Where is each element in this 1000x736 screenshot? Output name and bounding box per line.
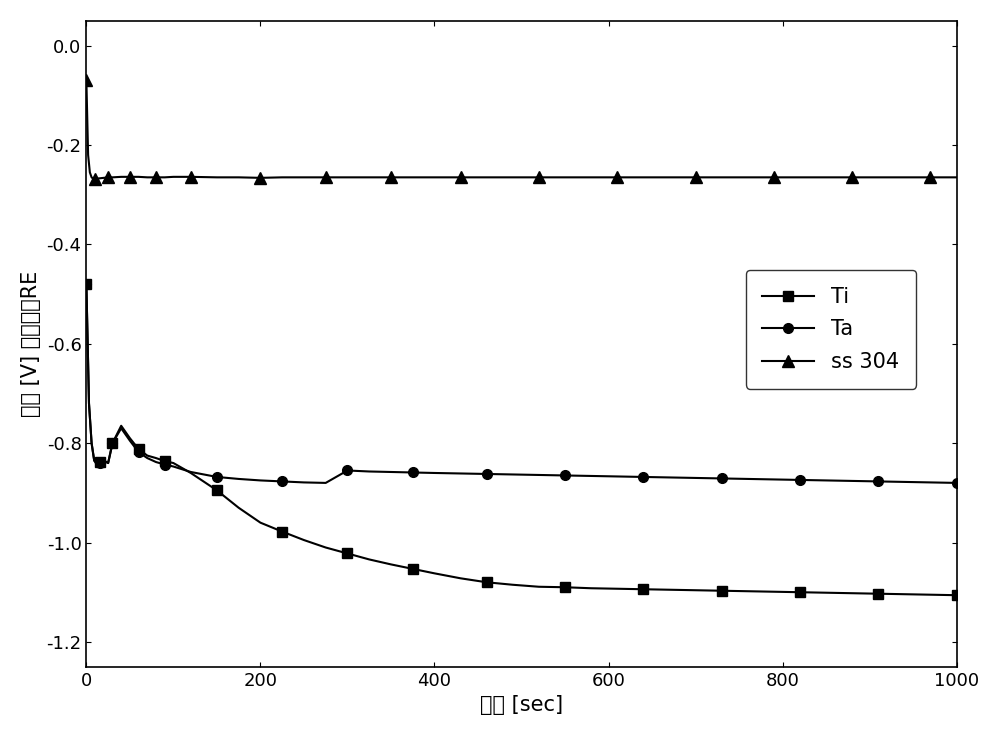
Y-axis label: 电势 [V] 对凝胶基RE: 电势 [V] 对凝胶基RE bbox=[21, 271, 41, 417]
Ta bbox=[276, 477, 288, 486]
Ta bbox=[637, 473, 649, 481]
ss 304 bbox=[124, 172, 136, 181]
Ta bbox=[133, 447, 145, 456]
ss 304 bbox=[254, 174, 266, 183]
ss 304 bbox=[150, 173, 162, 182]
Ti bbox=[559, 583, 571, 592]
Ta bbox=[951, 478, 963, 487]
ss 304 bbox=[102, 173, 114, 182]
ss 304 bbox=[455, 173, 467, 182]
Legend: Ti, Ta, ss 304: Ti, Ta, ss 304 bbox=[746, 270, 916, 389]
Ta bbox=[481, 470, 493, 478]
Ta bbox=[94, 459, 106, 467]
Ta bbox=[794, 475, 806, 484]
Ta bbox=[407, 468, 419, 477]
Ti bbox=[94, 458, 106, 467]
Ti bbox=[407, 565, 419, 573]
Ta bbox=[872, 477, 884, 486]
ss 304 bbox=[690, 173, 702, 182]
Ta bbox=[559, 471, 571, 480]
ss 304 bbox=[80, 76, 92, 85]
Ta bbox=[80, 280, 92, 289]
Ti bbox=[211, 486, 223, 495]
Ti bbox=[794, 588, 806, 597]
Ti bbox=[159, 456, 171, 465]
ss 304 bbox=[611, 173, 623, 182]
Ti bbox=[716, 587, 728, 595]
ss 304 bbox=[924, 173, 936, 182]
Ta bbox=[341, 466, 353, 475]
Line: Ta: Ta bbox=[82, 279, 961, 488]
ss 304 bbox=[89, 174, 101, 183]
Ti bbox=[106, 439, 118, 447]
Ta bbox=[211, 473, 223, 481]
ss 304 bbox=[185, 172, 197, 181]
Ti bbox=[133, 445, 145, 453]
ss 304 bbox=[768, 173, 780, 182]
Ti bbox=[637, 585, 649, 594]
ss 304 bbox=[320, 173, 332, 182]
Line: Ti: Ti bbox=[82, 279, 961, 600]
Ti bbox=[276, 527, 288, 536]
Ti bbox=[80, 280, 92, 289]
ss 304 bbox=[846, 173, 858, 182]
Ti bbox=[481, 578, 493, 587]
X-axis label: 时间 [sec]: 时间 [sec] bbox=[480, 696, 563, 715]
Ta bbox=[106, 439, 118, 447]
Line: ss 304: ss 304 bbox=[81, 75, 936, 185]
Ti bbox=[872, 590, 884, 598]
Ti bbox=[951, 591, 963, 600]
ss 304 bbox=[533, 173, 545, 182]
Ta bbox=[716, 474, 728, 483]
Ti bbox=[341, 549, 353, 558]
ss 304 bbox=[385, 173, 397, 182]
Ta bbox=[159, 460, 171, 469]
